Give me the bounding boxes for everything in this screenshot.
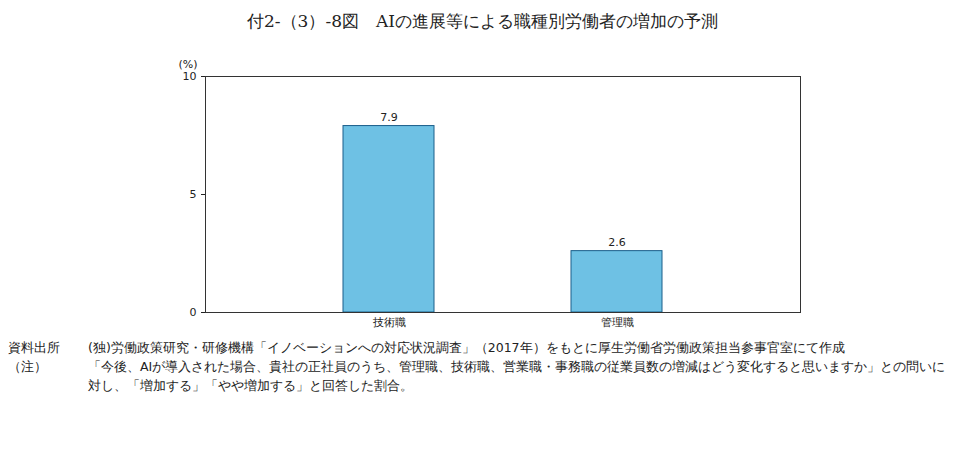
svg-text:0: 0 [190, 306, 197, 319]
html-text:（注）: （注） [8, 359, 47, 374]
svg-text:(%): (%) [178, 58, 197, 71]
svg-text:管理職: 管理職 [601, 316, 634, 329]
html-text:(独)労働政策研究・研修機構「イノベーションへの対応状況調査: (独)労働政策研究・研修機構「イノベーションへの対応状況調査」（2017年）をも… [88, 340, 845, 355]
svg-text:2.6: 2.6 [608, 236, 626, 249]
svg-text:5: 5 [190, 188, 197, 201]
html-text:「今後、AIが導入された場合、貴社の正社員のうち、管理職、技: 「今後、AIが導入された場合、貴社の正社員のうち、管理職、技術職、営業職・事務職… [88, 359, 946, 393]
svg-text:技術職: 技術職 [372, 316, 406, 329]
html-text:資料出所: 資料出所 [8, 340, 60, 355]
svg-text:7.9: 7.9 [380, 111, 398, 124]
html-text:付2-（3）-8図 AIの進展等による職種別労働者の増加の予: 付2-（3）-8図 AIの進展等による職種別労働者の増加の予測 [247, 11, 718, 31]
svg-text:10: 10 [183, 70, 197, 83]
